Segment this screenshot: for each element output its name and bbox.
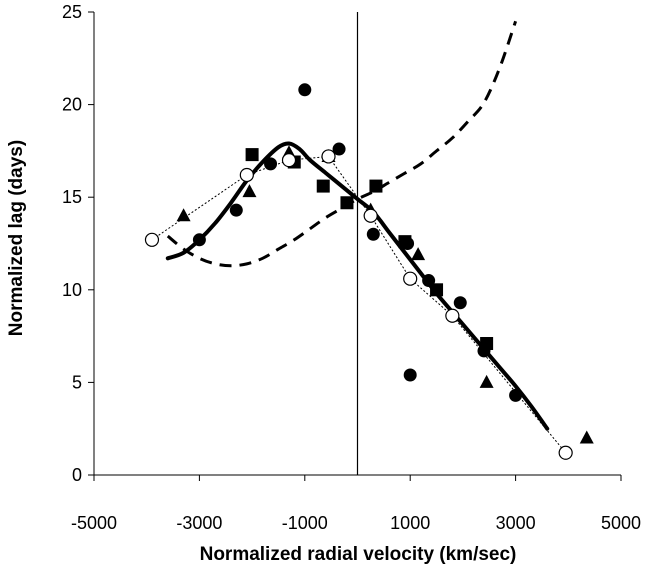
x-tick-label: 3000 <box>496 513 536 533</box>
filled-circle-point <box>229 203 243 217</box>
filled-triangle-point <box>242 184 257 198</box>
axes <box>88 11 622 481</box>
open-circle-point <box>558 445 573 460</box>
open-circle-point <box>321 149 336 164</box>
filled-circle-point <box>366 227 380 241</box>
y-tick-label: 25 <box>62 2 82 22</box>
filled-circle-point <box>453 296 467 310</box>
open-circle-connector <box>151 155 567 454</box>
x-axis-title: Normalized radial velocity (km/sec) <box>200 544 517 565</box>
x-tick-label: 5000 <box>601 513 641 533</box>
filled-square-point <box>316 179 330 193</box>
x-tick-label: -3000 <box>176 513 222 533</box>
open-circle-point <box>239 167 254 183</box>
dashed-model-curve <box>166 20 518 268</box>
y-tick-label: 20 <box>62 95 82 115</box>
x-tick-label: 1000 <box>390 513 430 533</box>
data-points <box>144 83 594 460</box>
filled-square-point <box>480 337 494 351</box>
y-tick-label: 10 <box>62 280 82 300</box>
filled-triangle-point <box>579 430 594 444</box>
open-circle-point <box>403 271 418 286</box>
x-tick-label: -5000 <box>71 513 117 533</box>
filled-square-point <box>245 148 259 162</box>
filled-triangle-point <box>176 208 191 222</box>
filled-circle-point <box>192 233 206 247</box>
open-circle-point <box>144 232 160 247</box>
model-curves <box>151 20 567 454</box>
filled-circle-point <box>509 388 523 402</box>
y-tick-label: 5 <box>72 372 82 392</box>
filled-triangle-point <box>411 247 426 261</box>
x-tick-label: -1000 <box>282 513 328 533</box>
filled-square-point <box>398 235 412 249</box>
filled-square-point <box>430 283 444 297</box>
filled-square-point <box>340 196 354 210</box>
filled-circle-point <box>298 83 312 97</box>
filled-circle-point <box>332 142 346 156</box>
filled-triangle-point <box>479 374 494 388</box>
filled-circle-point <box>403 368 417 382</box>
open-circle-point <box>363 208 378 223</box>
y-tick-label: 0 <box>72 465 82 485</box>
filled-square-point <box>369 179 383 193</box>
y-axis-title: Normalized lag (days) <box>6 140 27 336</box>
y-tick-label: 15 <box>62 187 82 207</box>
filled-circle-point <box>264 157 278 171</box>
open-circle-point <box>445 308 460 323</box>
open-circle-point <box>281 153 297 168</box>
axis-labels: 0 5 10 15 20 25 -5000 -3000 -1000 1000 3000 5000 <box>62 2 641 533</box>
